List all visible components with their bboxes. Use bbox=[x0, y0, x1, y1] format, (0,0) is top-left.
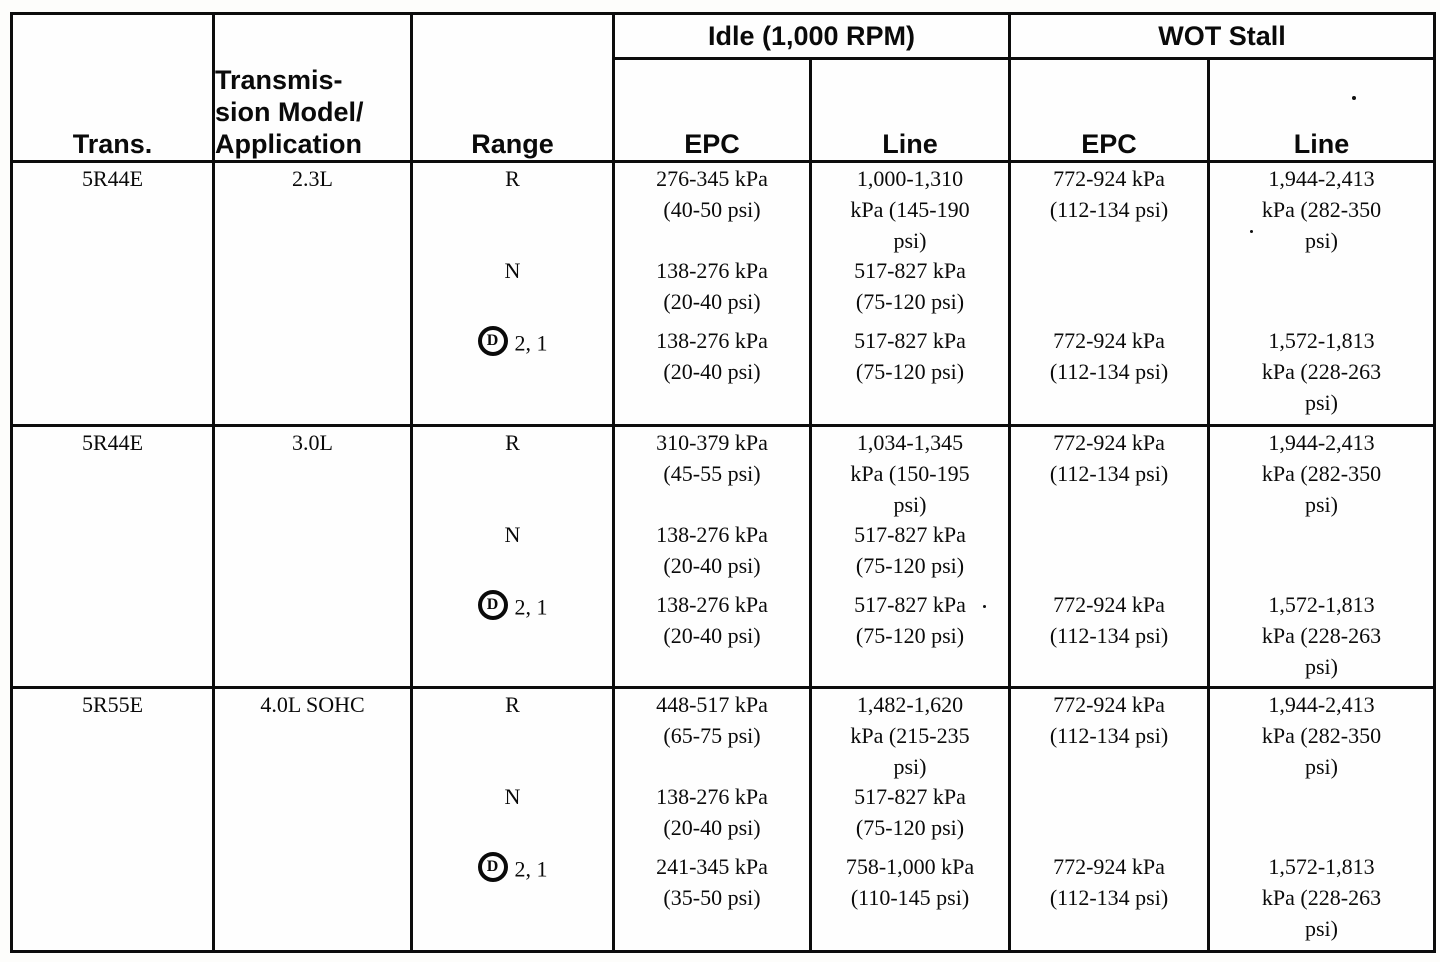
idle-line-value: 517-827 kPa (75-120 psi) bbox=[854, 522, 966, 578]
cell-wot-epc: 772-924 kPa (112-134 psi) 772-924 kPa (1… bbox=[1008, 160, 1210, 427]
overdrive-circle-d-icon: D bbox=[477, 325, 508, 356]
wot-line-value: 1,572-1,813 kPa (228-263 psi) bbox=[1261, 592, 1382, 679]
wot-epc-value: 772-924 kPa (112-134 psi) bbox=[1049, 592, 1169, 648]
cell-wot-epc: 772-924 kPa (112-134 psi) 772-924 kPa (1… bbox=[1008, 424, 1210, 689]
idle-epc-value: 241-345 kPa (35-50 psi) bbox=[656, 854, 768, 910]
cell-trans: 5R44E bbox=[10, 424, 215, 689]
idle-epc-value: 138-276 kPa (20-40 psi) bbox=[656, 784, 768, 840]
wot-epc-value: 772-924 kPa (112-134 psi) bbox=[1049, 430, 1169, 486]
cell-model: 4.0L SOHC bbox=[212, 686, 413, 953]
overdrive-circle-d-icon: D bbox=[477, 589, 508, 620]
idle-line-value: 758-1,000 kPa (110-145 psi) bbox=[845, 854, 975, 910]
cell-range: R N D 2, 1 bbox=[410, 686, 615, 953]
idle-line-value: 517-827 kPa (75-120 psi) bbox=[854, 784, 966, 840]
idle-epc-value: 138-276 kPa (20-40 psi) bbox=[656, 328, 768, 384]
cell-wot-line: 1,944-2,413 kPa (282-350 psi) 1,572-1,81… bbox=[1207, 424, 1436, 689]
overdrive-letter: D bbox=[486, 331, 499, 349]
scan-speck bbox=[983, 605, 986, 608]
col-header-idle-line: Line bbox=[809, 57, 1011, 163]
range-r: R bbox=[505, 166, 520, 191]
range-overdrive-2-1: D 2, 1 bbox=[413, 325, 612, 358]
range-overdrive-2-1: D 2, 1 bbox=[413, 589, 612, 622]
idle-epc-value: 138-276 kPa (20-40 psi) bbox=[656, 258, 768, 314]
range-overdrive-2-1: D 2, 1 bbox=[413, 851, 612, 884]
cell-model: 2.3L bbox=[212, 160, 413, 427]
col-header-idle-epc: EPC bbox=[612, 57, 812, 163]
range-r: R bbox=[505, 430, 520, 455]
idle-epc-value: 276-345 kPa (40-50 psi) bbox=[656, 166, 768, 222]
cell-idle-epc: 448-517 kPa (65-75 psi) 138-276 kPa (20-… bbox=[612, 686, 812, 953]
table-row-5r44e-3-0l: 5R44E 3.0L R N D 2, 1 310-379 kPa (45-55 … bbox=[10, 424, 1436, 689]
wot-line-value: 1,944-2,413 kPa (282-350 psi) bbox=[1261, 430, 1382, 517]
idle-epc-value: 138-276 kPa (20-40 psi) bbox=[656, 522, 768, 578]
idle-epc-value: 448-517 kPa (65-75 psi) bbox=[656, 692, 768, 748]
range-n: N bbox=[504, 522, 521, 547]
overdrive-letter: D bbox=[486, 857, 499, 875]
col-header-model-line-3: Application bbox=[215, 129, 362, 159]
wot-epc-value: 772-924 kPa (112-134 psi) bbox=[1049, 328, 1169, 384]
wot-epc-value: 772-924 kPa (112-134 psi) bbox=[1049, 854, 1169, 910]
group-header-idle: Idle (1,000 RPM) bbox=[612, 12, 1011, 60]
pressure-spec-table: Trans. Transmis- sion Model/ Application… bbox=[10, 12, 1436, 953]
header-sub-row: EPC Line EPC Line bbox=[12, 57, 1436, 163]
col-header-model-line-2: sion Model/ bbox=[215, 97, 364, 127]
range-r: R bbox=[505, 692, 520, 717]
cell-model: 3.0L bbox=[212, 424, 413, 689]
idle-line-value: 1,000-1,310 kPa (145-190 psi) bbox=[850, 166, 970, 253]
cell-wot-line: 1,944-2,413 kPa (282-350 psi) 1,572-1,81… bbox=[1207, 686, 1436, 953]
cell-idle-epc: 276-345 kPa (40-50 psi) 138-276 kPa (20-… bbox=[612, 160, 812, 427]
cell-idle-line: 1,034-1,345 kPa (150-195 psi) 517-827 kP… bbox=[809, 424, 1011, 689]
idle-line-value: 517-827 kPa (75-120 psi) bbox=[854, 258, 966, 314]
table-row-5r55e-4-0l-sohc: 5R55E 4.0L SOHC R N D 2, 1 448-517 kPa (6… bbox=[10, 686, 1436, 953]
wot-epc-value: 772-924 kPa (112-134 psi) bbox=[1049, 166, 1169, 222]
cell-trans: 5R55E bbox=[10, 686, 215, 953]
idle-epc-value: 310-379 kPa (45-55 psi) bbox=[656, 430, 768, 486]
col-header-trans: Trans. bbox=[10, 12, 215, 163]
col-header-range: Range bbox=[410, 12, 615, 163]
wot-line-value: 1,944-2,413 kPa (282-350 psi) bbox=[1261, 166, 1382, 253]
scan-speck bbox=[1352, 96, 1356, 100]
overdrive-letter: D bbox=[486, 595, 499, 613]
wot-line-value: 1,572-1,813 kPa (228-263 psi) bbox=[1261, 328, 1382, 415]
wot-line-value: 1,572-1,813 kPa (228-263 psi) bbox=[1261, 854, 1382, 941]
table-row-5r44e-2-3l: 5R44E 2.3L R N D 2, 1 276-345 kPa (40-50 … bbox=[10, 160, 1436, 427]
wot-line-value: 1,944-2,413 kPa (282-350 psi) bbox=[1261, 692, 1382, 779]
header-group-row: Trans. Transmis- sion Model/ Application… bbox=[10, 12, 1436, 163]
cell-range: R N D 2, 1 bbox=[410, 424, 615, 689]
idle-line-value: 517-827 kPa (75-120 psi) bbox=[854, 592, 966, 648]
scan-speck bbox=[1250, 230, 1253, 233]
overdrive-circle-d-icon: D bbox=[477, 851, 508, 882]
col-header-wot-epc: EPC bbox=[1008, 57, 1210, 163]
group-header-wot-stall: WOT Stall bbox=[1008, 12, 1436, 60]
col-header-wot-line: Line bbox=[1207, 57, 1436, 163]
range-label: 2, 1 bbox=[514, 594, 548, 620]
idle-epc-value: 138-276 kPa (20-40 psi) bbox=[656, 592, 768, 648]
cell-idle-line: 1,000-1,310 kPa (145-190 psi) 517-827 kP… bbox=[809, 160, 1011, 427]
cell-trans: 5R44E bbox=[10, 160, 215, 427]
cell-wot-line: 1,944-2,413 kPa (282-350 psi) 1,572-1,81… bbox=[1207, 160, 1436, 427]
col-header-model-line-1: Transmis- bbox=[215, 65, 343, 95]
col-header-model-application: Transmis- sion Model/ Application bbox=[212, 12, 413, 163]
range-label: 2, 1 bbox=[514, 856, 548, 882]
range-n: N bbox=[504, 258, 521, 283]
range-n: N bbox=[504, 784, 521, 809]
cell-idle-line: 1,482-1,620 kPa (215-235 psi) 517-827 kP… bbox=[809, 686, 1011, 953]
cell-range: R N D 2, 1 bbox=[410, 160, 615, 427]
idle-line-value: 1,034-1,345 kPa (150-195 psi) bbox=[850, 430, 970, 517]
idle-line-value: 517-827 kPa (75-120 psi) bbox=[854, 328, 966, 384]
cell-wot-epc: 772-924 kPa (112-134 psi) 772-924 kPa (1… bbox=[1008, 686, 1210, 953]
cell-idle-epc: 310-379 kPa (45-55 psi) 138-276 kPa (20-… bbox=[612, 424, 812, 689]
wot-epc-value: 772-924 kPa (112-134 psi) bbox=[1049, 692, 1169, 748]
idle-line-value: 1,482-1,620 kPa (215-235 psi) bbox=[850, 692, 970, 779]
range-label: 2, 1 bbox=[514, 330, 548, 356]
